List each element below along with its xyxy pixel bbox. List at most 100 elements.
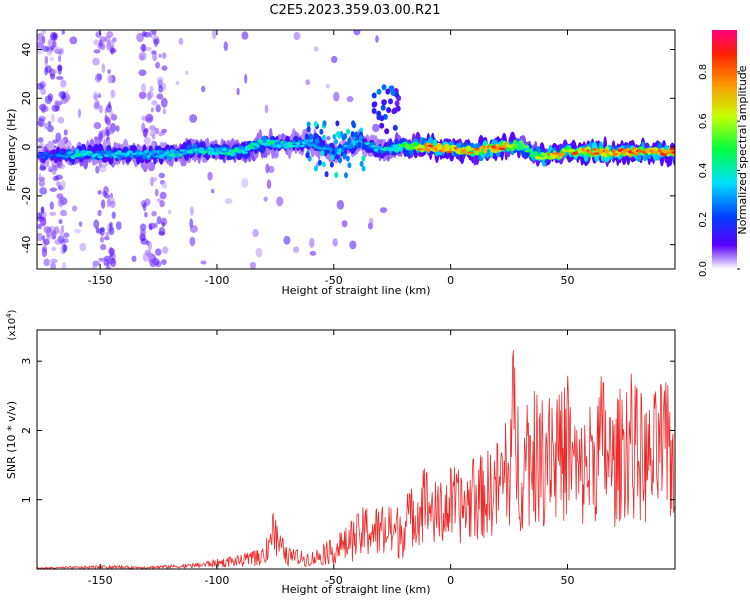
spectrogram-noise-blob — [44, 66, 48, 76]
spectrogram-noise-blob — [151, 177, 158, 182]
spectrogram-ridge-blob — [598, 150, 604, 155]
spectrogram-noise-blob — [49, 211, 57, 216]
spectrogram-noise-blob — [54, 99, 59, 107]
spectrogram-noise-blob — [138, 91, 147, 100]
spectrogram-ridge-blob — [244, 147, 251, 151]
x-tick-label: -50 — [325, 274, 343, 287]
spectrogram-noise-blob — [158, 85, 164, 93]
spectrogram-noise-blob — [57, 197, 64, 208]
spectrogram-noise-blob — [99, 36, 107, 43]
spectrogram-noise-blob — [268, 165, 275, 174]
spectrogram-noise-blob — [336, 200, 345, 210]
colorbar-tick-label: 0.8 — [698, 64, 709, 80]
spectrogram-spread-blob — [329, 161, 334, 168]
spectrogram-noise-blob — [349, 240, 357, 250]
spectrogram-ridge-blob — [389, 148, 396, 151]
spectrogram-noise-blob — [108, 127, 114, 135]
spectrogram-noise-blob — [98, 257, 106, 262]
spectrogram-noise-blob — [255, 247, 263, 258]
colorbar-gradient — [712, 30, 737, 269]
spectrogram-ridge-blob — [179, 149, 186, 152]
spectrogram-burst — [371, 92, 377, 99]
snr-scale-exponent: 4 — [5, 313, 13, 318]
spectrogram-noise-blob — [161, 52, 167, 59]
spectrogram-noise-blob — [155, 104, 161, 113]
spectrogram-spread-blob — [343, 133, 348, 140]
spectrogram-noise-blob — [110, 114, 118, 121]
spectrogram-noise-blob — [184, 70, 189, 75]
spectrogram-noise-blob — [106, 40, 111, 51]
spectrogram-noise-blob — [158, 172, 165, 179]
spectrogram-noise-blob — [95, 73, 102, 83]
x-tick-label: -50 — [325, 574, 343, 587]
spectrogram-noise-blob — [37, 223, 42, 230]
spectrogram-noise-blob — [142, 252, 148, 262]
snr-x-ticks: -150 -100 -50 0 50 — [88, 330, 574, 587]
spectrogram-spread-blob — [337, 149, 342, 156]
spectrogram-noise-blob — [131, 255, 137, 262]
spectrogram-noise-blob — [42, 45, 50, 52]
spectrogram-noise-blob — [266, 179, 272, 190]
spectrogram-noise-blob — [41, 30, 47, 35]
y-tick-label: 2 — [20, 427, 33, 434]
spectrogram-spread-blob — [306, 121, 311, 128]
spectrogram-burst — [371, 108, 377, 114]
spectrogram-ridge-blob — [263, 144, 270, 147]
spectrogram-ridge-blob — [620, 148, 624, 151]
spectrogram-noise-blob — [379, 207, 388, 214]
spectrogram-ridge-blob — [295, 141, 301, 146]
spectrogram-spread-blob — [315, 137, 319, 144]
spectrogram-noise-blob — [207, 171, 213, 181]
spectrogram-burst — [379, 122, 385, 129]
spectrogram-spread-blob — [319, 141, 324, 148]
spectrogram-spread-blob — [361, 165, 366, 172]
spectrogram-ridge-blob — [209, 148, 215, 152]
spectrogram-spread-blob — [361, 143, 366, 150]
spectrogram-noise-blob — [44, 122, 48, 130]
spectrogram-x-label: Height of straight line (km) — [281, 284, 430, 297]
spectrogram-noise-blob — [104, 114, 108, 124]
spectrogram-spread-blob — [331, 149, 336, 156]
spectrogram-ridge-blob — [392, 144, 398, 147]
spectrogram-noise-blob — [38, 172, 42, 183]
spectrogram-noise-blob — [69, 36, 78, 45]
spectrogram-ridge-blob — [467, 151, 474, 154]
spectrogram-spread-blob — [313, 165, 318, 172]
spectrogram-noise-blob — [99, 105, 103, 114]
spectrogram-noise-blob — [95, 31, 102, 38]
spectrogram-ridge-blob — [475, 150, 482, 153]
spectrogram-noise-blob — [353, 30, 361, 36]
spectrogram-ridge-blob — [108, 151, 113, 154]
colorbar-label: Normalized spectral amplitude — [736, 65, 749, 234]
spectrogram-ridge-blob — [146, 154, 151, 158]
spectrogram-ridge-blob — [577, 149, 583, 154]
spectrogram-ridge-blob — [511, 143, 518, 147]
spectrogram-spread-blob — [345, 155, 350, 162]
spectrogram-y-ticks: -40 -20 0 20 40 — [20, 43, 675, 254]
spectrogram-noise-blob — [106, 119, 111, 127]
spectrogram-noise-blob — [141, 115, 147, 121]
spectrogram-noise-blob — [56, 193, 64, 200]
spectrogram-ridge-blob — [129, 155, 134, 158]
spectrogram-ridge-blob — [669, 147, 675, 151]
x-tick-label: -150 — [88, 274, 113, 287]
spectrogram-noise-blob — [51, 69, 58, 75]
spectrogram-noise-blob — [49, 187, 58, 192]
spectrogram-spread-blob — [350, 131, 355, 138]
spectrogram-ridge-blob — [270, 139, 276, 143]
spectrogram-noise-blob — [140, 55, 145, 61]
spectrogram-noise-blob — [150, 107, 154, 113]
spectrogram-noise-blob — [104, 193, 111, 199]
spectrogram-noise-blob — [109, 221, 113, 228]
spectrogram-noise-blob — [103, 186, 109, 195]
spectrogram-noise-blob — [156, 93, 164, 100]
spectrogram-ridge-blob — [671, 151, 675, 154]
spectrogram-spread-blob — [321, 134, 326, 141]
spectrogram-noise-blob — [160, 217, 168, 226]
spectrogram-noise-blob — [61, 30, 65, 35]
spectrogram-noise-blob — [115, 221, 122, 231]
spectrogram-noise-blob — [276, 196, 284, 207]
spectrogram-ridge-blob — [634, 152, 640, 156]
spectrogram-ridge-blob — [371, 145, 377, 148]
